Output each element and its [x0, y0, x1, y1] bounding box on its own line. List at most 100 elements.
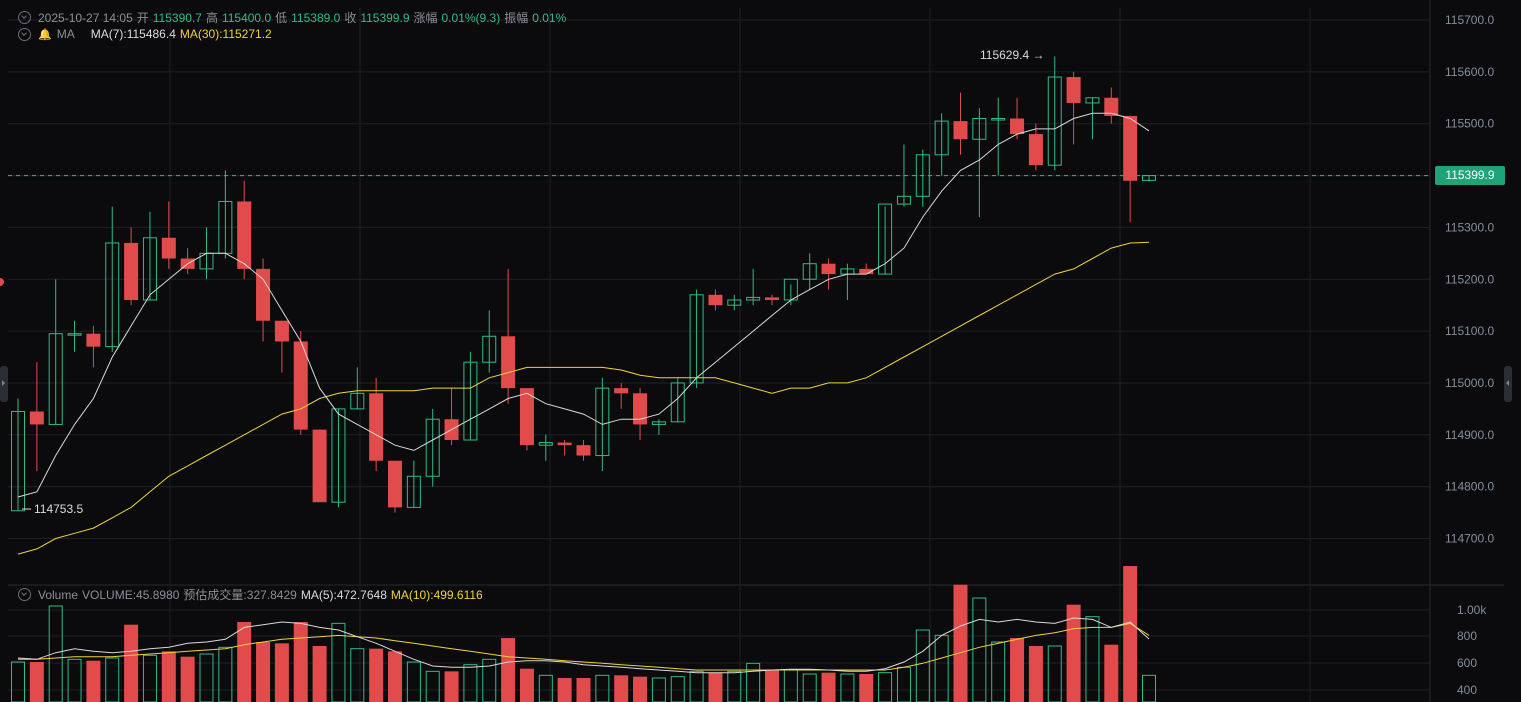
candle-body	[369, 393, 384, 461]
high-annotation: 115629.4 →	[980, 48, 1045, 62]
price-tick-label: 115200.0	[1445, 272, 1494, 286]
candle-body	[972, 118, 987, 140]
candle-body	[1142, 175, 1156, 181]
volume-bar	[1028, 646, 1043, 702]
low-value: 115389.0	[291, 10, 341, 25]
candle-body	[1028, 134, 1043, 166]
candle-body	[802, 263, 817, 280]
volume-bar	[161, 651, 176, 702]
price-tick-label: 114700.0	[1445, 532, 1494, 546]
open-label: 开	[136, 11, 149, 25]
candle-body	[991, 118, 1006, 121]
volume-bar	[237, 622, 252, 702]
scroll-right-handle[interactable]	[1504, 366, 1512, 402]
candle-body	[274, 320, 289, 342]
volume-bar	[388, 651, 402, 702]
price-tick-label: 115000.0	[1445, 376, 1494, 390]
volume-bar	[915, 629, 930, 702]
price-axis: 115700.0115600.0115500.0115400.0115300.0…	[1445, 13, 1494, 697]
volume-value: VOLUME:45.8980	[82, 587, 180, 602]
open-value: 115390.7	[152, 10, 202, 25]
collapse-icon[interactable]	[18, 588, 31, 601]
price-tick-label: 114800.0	[1445, 480, 1494, 494]
volume-bar	[746, 662, 761, 702]
volume-bar	[878, 672, 893, 702]
candle-body	[256, 268, 271, 321]
candle-body	[614, 388, 629, 394]
bell-icon[interactable]: 🔔	[38, 28, 52, 41]
volume-bar	[595, 674, 610, 702]
scroll-left-handle[interactable]	[0, 366, 8, 402]
volume-bar	[802, 673, 817, 702]
volume-bar	[727, 670, 742, 702]
candle-body	[689, 294, 704, 384]
volume-bar	[614, 675, 629, 702]
volume-bar	[444, 671, 459, 702]
collapse-icon[interactable]	[18, 27, 31, 41]
volume-bar	[425, 670, 440, 702]
close-value: 115399.9	[360, 10, 410, 25]
candle-body	[821, 263, 836, 275]
volume-ma10-line	[18, 622, 1150, 671]
candle-body	[1104, 97, 1119, 116]
candle-body	[293, 341, 308, 430]
candle-body	[67, 333, 82, 336]
volume-bar	[29, 662, 44, 702]
collapse-icon[interactable]	[18, 11, 31, 24]
volume-bar	[218, 646, 233, 702]
candle-body	[859, 268, 874, 275]
candle-body	[48, 333, 63, 425]
volume-bar	[896, 666, 911, 702]
candle-body	[557, 442, 572, 446]
volume-bar	[972, 597, 987, 702]
low-annotation: 114753.5	[34, 502, 83, 516]
candle-body	[878, 203, 893, 275]
change-value: 0.01%(9.3)	[441, 10, 501, 25]
volume-bar	[670, 676, 685, 702]
volume-bar	[538, 674, 553, 702]
volume-bar	[369, 648, 384, 702]
candle-body	[1085, 97, 1100, 104]
volume-bar	[1010, 638, 1025, 702]
ma-label: MA	[56, 27, 75, 41]
candle-body	[312, 429, 327, 503]
grid-lines	[8, 0, 1504, 702]
volume-tick-label: 600	[1457, 656, 1477, 670]
candle-body	[463, 361, 478, 441]
ma30-legend: MA(30):115271.2	[179, 27, 272, 41]
ma7-line	[17, 112, 1150, 498]
candle-body	[406, 475, 421, 508]
volume-tick-label: 1.00k	[1457, 603, 1487, 617]
price-tick-label: 115700.0	[1445, 13, 1494, 27]
volume-bar	[501, 638, 516, 702]
volume-bar	[1104, 644, 1119, 702]
volume-bar	[180, 656, 195, 702]
high-label: 高	[205, 11, 218, 25]
amplitude-label: 振幅	[504, 11, 529, 25]
candle-body	[953, 121, 968, 140]
vol-ma10-legend: MA(10):499.6116	[390, 587, 483, 602]
volume-bar	[708, 672, 723, 702]
candlesticks	[11, 56, 1156, 513]
candle-body	[633, 393, 648, 425]
candle-date: 2025-10-27 14:05	[38, 10, 133, 25]
estimated-volume-label: 预估成交量:	[183, 588, 247, 602]
volume-bar	[105, 657, 120, 702]
volume-bar	[840, 673, 855, 702]
alert-dot[interactable]	[0, 278, 4, 286]
amplitude-value: 0.01%	[532, 10, 567, 25]
volume-bar	[633, 676, 648, 702]
volume-bar	[576, 678, 591, 702]
candle-body	[746, 296, 761, 301]
candle-body	[576, 445, 591, 456]
volume-bar	[1142, 674, 1156, 702]
candle-body	[124, 242, 139, 300]
volume-tick-label: 800	[1457, 629, 1477, 643]
candle-body	[161, 237, 176, 259]
volume-bar	[256, 642, 271, 702]
moving-average-lines	[17, 112, 1150, 674]
volume-bar	[953, 584, 968, 702]
candle-body	[388, 460, 402, 508]
volume-ma5-line	[17, 617, 1150, 674]
